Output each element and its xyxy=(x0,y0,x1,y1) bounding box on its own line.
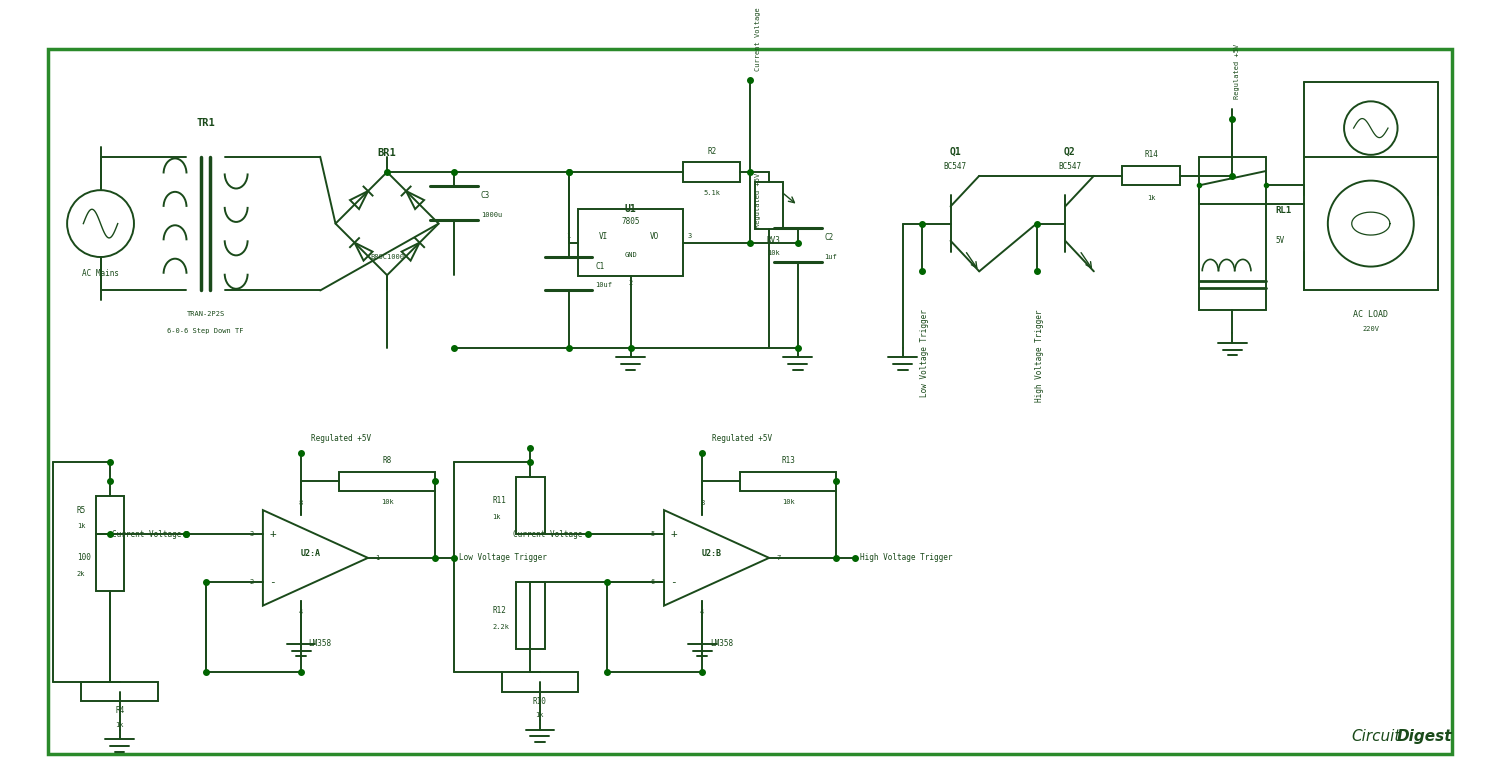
Text: BC547: BC547 xyxy=(944,162,968,170)
Text: 2k: 2k xyxy=(76,571,86,577)
Text: Current Voltage: Current Voltage xyxy=(112,529,182,538)
Bar xyxy=(682,163,741,181)
Text: B80C1000: B80C1000 xyxy=(370,254,404,260)
Text: 1k: 1k xyxy=(76,523,86,529)
Text: 2: 2 xyxy=(628,280,633,286)
Text: VI: VI xyxy=(598,231,609,240)
Text: Regulated +5V: Regulated +5V xyxy=(712,434,772,443)
Text: TRAN-2P2S: TRAN-2P2S xyxy=(186,311,225,317)
Text: 6: 6 xyxy=(650,579,654,584)
Text: U2:B: U2:B xyxy=(702,548,721,558)
Bar xyxy=(1304,157,1437,290)
Text: 1k: 1k xyxy=(116,722,124,728)
Text: 1: 1 xyxy=(375,554,380,561)
Text: AC LOAD: AC LOAD xyxy=(1353,310,1389,319)
Text: Digest: Digest xyxy=(1396,729,1452,744)
Bar xyxy=(339,472,435,491)
Text: GND: GND xyxy=(624,252,638,258)
Text: +: + xyxy=(670,529,676,539)
Text: 1uf: 1uf xyxy=(825,253,837,260)
Text: Circuit: Circuit xyxy=(1352,729,1401,744)
Text: 2: 2 xyxy=(249,579,254,584)
Text: 1k: 1k xyxy=(492,514,501,520)
Bar xyxy=(754,181,783,230)
Bar xyxy=(1122,167,1180,185)
Text: 1000u: 1000u xyxy=(480,211,502,217)
Text: Current Voltage: Current Voltage xyxy=(754,7,760,71)
Text: 220V: 220V xyxy=(1362,326,1380,332)
Bar xyxy=(1198,157,1266,310)
Text: 10k: 10k xyxy=(782,499,795,505)
Text: High Voltage Trigger: High Voltage Trigger xyxy=(1035,310,1044,402)
Text: R10: R10 xyxy=(532,697,548,706)
Text: Q2: Q2 xyxy=(1064,147,1076,157)
Bar xyxy=(516,581,544,649)
Text: LM358: LM358 xyxy=(710,639,734,648)
Bar xyxy=(81,682,158,701)
Bar xyxy=(516,477,544,534)
Bar xyxy=(501,673,578,692)
Text: 8: 8 xyxy=(700,501,705,506)
Text: R14: R14 xyxy=(1144,151,1158,159)
Bar xyxy=(578,209,682,276)
Text: C3: C3 xyxy=(480,191,490,200)
Text: Low Voltage Trigger: Low Voltage Trigger xyxy=(459,554,546,562)
Text: Regulated +5V: Regulated +5V xyxy=(1234,45,1240,99)
Text: Regulated +5V: Regulated +5V xyxy=(754,173,760,228)
Text: +: + xyxy=(268,529,276,539)
Text: 4: 4 xyxy=(700,609,705,615)
Text: C2: C2 xyxy=(825,233,834,242)
Text: 8: 8 xyxy=(298,501,303,506)
Text: 1: 1 xyxy=(566,233,570,239)
Bar xyxy=(741,472,836,491)
Text: Regulated +5V: Regulated +5V xyxy=(310,434,370,443)
Text: 2.2k: 2.2k xyxy=(492,624,508,630)
Text: 4: 4 xyxy=(298,609,303,615)
Text: R12: R12 xyxy=(492,606,506,615)
Text: 6-0-6 Step Down TF: 6-0-6 Step Down TF xyxy=(168,328,244,333)
Text: U1: U1 xyxy=(624,204,636,214)
Text: 7: 7 xyxy=(777,554,782,561)
Text: R5: R5 xyxy=(76,505,86,515)
Text: 1k: 1k xyxy=(536,713,544,719)
Text: 5V: 5V xyxy=(1275,237,1284,245)
Text: -: - xyxy=(670,577,676,587)
Text: LM358: LM358 xyxy=(309,639,332,648)
Text: R8: R8 xyxy=(382,456,392,465)
Text: Current Voltage: Current Voltage xyxy=(513,529,584,538)
Text: R13: R13 xyxy=(782,456,795,465)
Text: U2:A: U2:A xyxy=(300,548,321,558)
Text: 5.1k: 5.1k xyxy=(704,190,720,196)
Text: 100: 100 xyxy=(76,554,90,562)
Text: 1k: 1k xyxy=(1148,195,1155,200)
Text: AC Mains: AC Mains xyxy=(82,269,118,278)
Bar xyxy=(96,534,124,591)
Text: C1: C1 xyxy=(596,262,604,270)
Text: Q1: Q1 xyxy=(950,147,962,157)
Text: 10uf: 10uf xyxy=(596,282,612,288)
Text: BR1: BR1 xyxy=(378,148,396,158)
Text: 5: 5 xyxy=(650,531,654,537)
Text: Low Voltage Trigger: Low Voltage Trigger xyxy=(921,310,930,397)
Text: R4: R4 xyxy=(116,707,124,715)
Text: 10k: 10k xyxy=(381,499,393,505)
Text: 10k: 10k xyxy=(768,250,780,257)
Text: RL1: RL1 xyxy=(1275,206,1292,215)
Text: -: - xyxy=(268,577,276,587)
Text: R11: R11 xyxy=(492,496,506,505)
Text: TR1: TR1 xyxy=(196,118,214,128)
Text: RV3: RV3 xyxy=(766,237,782,245)
Text: BC547: BC547 xyxy=(1059,162,1082,170)
Text: 3: 3 xyxy=(249,531,254,537)
Text: R2: R2 xyxy=(706,147,717,155)
Text: High Voltage Trigger: High Voltage Trigger xyxy=(859,554,952,562)
Bar xyxy=(96,496,124,534)
Text: VO: VO xyxy=(650,231,660,240)
Text: 7805: 7805 xyxy=(621,217,640,227)
Text: 3: 3 xyxy=(688,233,692,239)
